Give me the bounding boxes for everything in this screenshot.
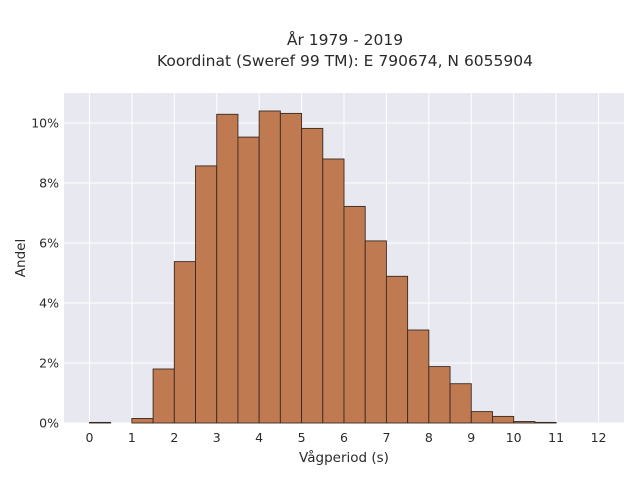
histogram-bar [152, 368, 175, 424]
x-tick-label: 7 [382, 430, 390, 445]
histogram-bar [513, 421, 536, 424]
x-tick-label: 5 [298, 430, 306, 445]
y-tick-label: 8% [39, 176, 59, 191]
x-tick-label: 2 [170, 430, 178, 445]
histogram-bar [534, 421, 557, 424]
x-axis-label: Vågperiod (s) [299, 449, 389, 466]
histogram-bar [237, 136, 260, 424]
x-tick-label: 12 [591, 430, 607, 445]
x-tick-label: 0 [85, 430, 93, 445]
histogram-bar [492, 415, 515, 424]
histogram-bar [131, 418, 154, 424]
histogram-bar [470, 411, 493, 424]
histogram-bar [216, 113, 239, 424]
bars-group [89, 110, 557, 424]
histogram-bar [343, 205, 366, 424]
chart-subtitle: Koordinat (Sweref 99 TM): E 790674, N 60… [157, 52, 533, 70]
y-tick-label: 10% [31, 116, 59, 131]
histogram-bar [279, 112, 303, 424]
x-tick-label: 3 [213, 430, 221, 445]
histogram-bar [322, 158, 345, 424]
y-tick-label: 6% [39, 236, 59, 251]
histogram-bar [428, 366, 451, 424]
chart-title: År 1979 - 2019 [287, 30, 403, 49]
histogram-bar [258, 110, 281, 424]
x-tick-label: 1 [128, 430, 136, 445]
x-tick-label: 10 [506, 430, 522, 445]
x-tick-label: 11 [548, 430, 564, 445]
histogram-bar [301, 127, 324, 424]
histogram-bar [195, 165, 218, 424]
histogram-bar [364, 240, 387, 424]
x-tick-label: 8 [425, 430, 433, 445]
y-axis-label: Andel [13, 239, 29, 277]
y-tick-label: 2% [39, 356, 59, 371]
histogram-bar [385, 275, 409, 424]
x-tick-labels: 0 1 2 3 4 5 6 7 8 9 10 11 12 [85, 430, 606, 445]
histogram-bar [89, 421, 112, 424]
histogram-bar [449, 383, 472, 424]
x-tick-label: 9 [467, 430, 475, 445]
histogram-bar [407, 329, 430, 424]
y-tick-label: 0% [39, 416, 59, 431]
histogram-bar [173, 261, 196, 424]
x-tick-label: 4 [255, 430, 263, 445]
x-tick-label: 6 [340, 430, 348, 445]
y-tick-labels: 0% 2% 4% 6% 8% 10% [31, 116, 59, 431]
y-tick-label: 4% [39, 296, 59, 311]
